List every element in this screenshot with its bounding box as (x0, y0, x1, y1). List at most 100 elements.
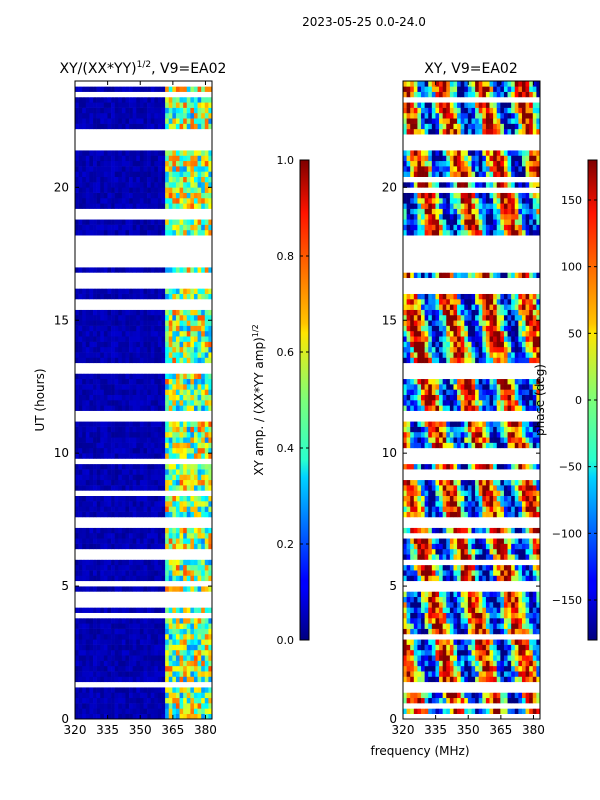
amp-heatmap-cell (125, 538, 130, 544)
amp-heatmap-cell (107, 256, 112, 263)
amp-heatmap-cell (193, 368, 198, 374)
amp-heatmap-cell (143, 208, 148, 215)
phase-heatmap-cell (532, 692, 537, 699)
amp-heatmap-cell (172, 655, 177, 661)
amp-heatmap-cell (165, 516, 170, 523)
amp-heatmap-cell (111, 256, 115, 263)
amp-heatmap-cell (129, 453, 133, 459)
amp-heatmap-cell (147, 283, 152, 289)
amp-heatmap-cell (208, 219, 212, 225)
amp-heatmap-cell (129, 405, 133, 411)
amp-heatmap-cell (165, 123, 170, 130)
amp-heatmap-cell (136, 155, 141, 162)
amp-heatmap-cell (136, 91, 141, 98)
amp-heatmap-cell (186, 245, 191, 252)
amp-heatmap-cell (103, 240, 108, 247)
amp-heatmap-cell (157, 538, 162, 544)
amp-heatmap-cell (172, 107, 177, 114)
amp-heatmap-cell (89, 639, 94, 645)
amp-heatmap-cell (114, 596, 119, 603)
amp-heatmap-cell (208, 644, 212, 651)
amp-heatmap-cell (125, 681, 130, 688)
amp-heatmap-cell (82, 373, 87, 380)
amp-heatmap-cell (193, 102, 198, 108)
amp-heatmap-cell (136, 368, 141, 374)
amp-heatmap-cell (150, 485, 155, 491)
amp-heatmap-cell (179, 240, 184, 247)
amp-heatmap-cell (100, 602, 105, 608)
amp-heatmap-cell (161, 304, 166, 310)
amp-heatmap-cell (118, 373, 123, 380)
amp-heatmap-cell (82, 469, 87, 475)
amp-heatmap-cell (139, 81, 144, 87)
amp-heatmap-cell (175, 687, 180, 693)
amp-heatmap-cell (136, 596, 141, 603)
amp-heatmap-cell (150, 182, 155, 188)
amp-heatmap-cell (118, 309, 123, 316)
phase-heatmap-cell (424, 665, 429, 672)
amp-heatmap-cell (96, 532, 101, 539)
amp-heatmap-cell (197, 575, 202, 582)
amp-heatmap-cell (129, 479, 133, 486)
amp-heatmap-cell (143, 591, 148, 598)
amp-heatmap-cell (157, 633, 162, 640)
amp-heatmap-cell (96, 543, 101, 550)
phase-heatmap-cell (421, 671, 425, 677)
amp-heatmap-cell (111, 81, 115, 87)
amp-heatmap-cell (193, 288, 198, 294)
amp-heatmap-cell (96, 463, 101, 470)
amp-heatmap-cell (183, 224, 188, 231)
amp-heatmap-cell (107, 437, 112, 443)
amp-heatmap-cell (118, 649, 123, 656)
amp-heatmap-cell (204, 405, 209, 411)
amp-heatmap-cell (136, 522, 141, 528)
amp-heatmap-cell (183, 431, 188, 438)
amp-heatmap-cell (132, 501, 137, 507)
amp-heatmap-cell (165, 166, 170, 172)
amp-heatmap-cell (175, 602, 180, 608)
amp-heatmap-cell (193, 511, 198, 518)
amp-heatmap-cell (201, 176, 206, 183)
amp-heatmap-cell (139, 458, 144, 465)
amp-heatmap-cell (165, 298, 170, 305)
amp-heatmap-cell (190, 171, 195, 177)
amp-heatmap-cell (89, 410, 94, 417)
amp-heatmap-cell (129, 235, 133, 241)
amp-heatmap-cell (78, 256, 83, 263)
amp-heatmap-cell (96, 538, 101, 544)
phase-heatmap-cell (503, 697, 508, 704)
amp-heatmap-cell (154, 352, 159, 358)
amp-heatmap-cell (129, 298, 133, 305)
amp-heatmap-cell (165, 602, 170, 608)
amp-heatmap-cell (204, 256, 209, 263)
amp-heatmap-cell (147, 623, 152, 629)
amp-heatmap-cell (132, 548, 137, 555)
phase-heatmap-cell (521, 713, 526, 719)
amp-heatmap-cell (111, 112, 115, 119)
amp-heatmap-cell (118, 288, 123, 294)
amp-heatmap-cell (125, 522, 130, 528)
amp-heatmap-cell (75, 479, 79, 486)
phase-heatmap-cell (421, 703, 425, 709)
amp-heatmap-cell (129, 182, 133, 188)
amp-heatmap-cell (75, 421, 79, 427)
amp-heatmap-cell (125, 139, 130, 146)
phase-heatmap-cell (478, 692, 483, 699)
amp-heatmap-cell (78, 378, 83, 385)
amp-heatmap-cell (118, 240, 123, 247)
amp-heatmap-cell (147, 479, 152, 486)
phase-heatmap-cell (485, 687, 490, 693)
amp-heatmap-cell (129, 208, 133, 215)
amp-heatmap-cell (118, 591, 123, 598)
amp-heatmap-cell (179, 548, 184, 555)
amp-heatmap-cell (186, 107, 191, 114)
amp-heatmap-cell (147, 421, 152, 427)
amp-heatmap-cell (121, 219, 126, 225)
amp-heatmap-cell (139, 128, 144, 135)
amp-heatmap-cell (154, 681, 159, 688)
amp-heatmap-cell (201, 256, 206, 263)
amp-heatmap-cell (179, 96, 184, 103)
amp-heatmap-cell (89, 182, 94, 188)
amp-heatmap-cell (78, 166, 83, 172)
amp-heatmap-cell (93, 442, 97, 449)
